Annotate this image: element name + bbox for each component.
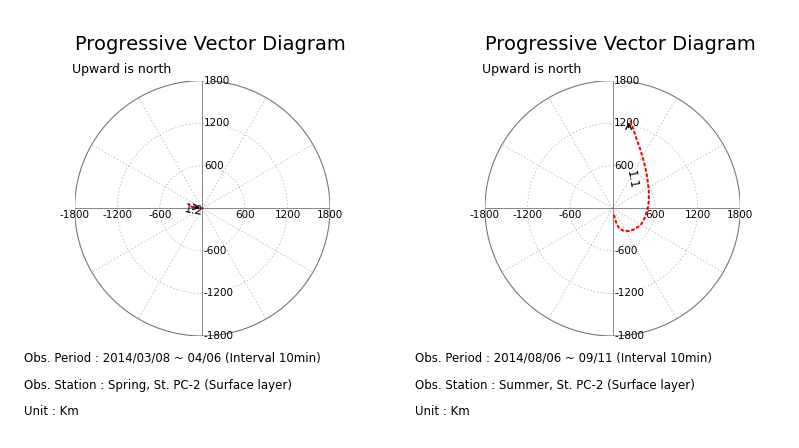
Text: -600: -600 — [204, 246, 227, 256]
Text: 600: 600 — [614, 161, 634, 171]
Text: Obs. Station : Summer, St. PC-2 (Surface layer): Obs. Station : Summer, St. PC-2 (Surface… — [415, 379, 695, 392]
Text: -1200: -1200 — [614, 289, 644, 298]
Text: -600: -600 — [148, 211, 172, 220]
Text: 1800: 1800 — [614, 76, 640, 86]
Text: Obs. Period : 2014/08/06 ~ 09/11 (Interval 10min): Obs. Period : 2014/08/06 ~ 09/11 (Interv… — [415, 352, 713, 365]
Text: 600: 600 — [204, 161, 224, 171]
Text: 600: 600 — [235, 211, 255, 220]
Text: -1200: -1200 — [512, 211, 543, 220]
Text: -1800: -1800 — [470, 211, 500, 220]
Text: 1200: 1200 — [614, 118, 640, 128]
Text: Progressive Vector Diagram: Progressive Vector Diagram — [74, 35, 345, 54]
Text: Obs. Period : 2014/03/08 ~ 04/06 (Interval 10min): Obs. Period : 2014/03/08 ~ 04/06 (Interv… — [24, 352, 320, 365]
Text: -600: -600 — [559, 211, 582, 220]
Text: -1800: -1800 — [60, 211, 89, 220]
Text: Unit : Km: Unit : Km — [415, 405, 471, 418]
Text: Progressive Vector Diagram: Progressive Vector Diagram — [485, 35, 756, 54]
Text: -1800: -1800 — [614, 331, 644, 341]
Text: -600: -600 — [614, 246, 638, 256]
Text: Upward is north: Upward is north — [483, 63, 582, 76]
Text: -1200: -1200 — [102, 211, 132, 220]
Text: 1800: 1800 — [317, 211, 343, 220]
Text: Upward is north: Upward is north — [72, 63, 171, 76]
Text: 1200: 1200 — [274, 211, 300, 220]
Text: 600: 600 — [646, 211, 665, 220]
Text: Unit : Km: Unit : Km — [24, 405, 79, 418]
Text: -1200: -1200 — [204, 289, 234, 298]
Text: -1800: -1800 — [204, 331, 234, 341]
Text: 1200: 1200 — [204, 118, 230, 128]
Text: 1.2: 1.2 — [183, 202, 204, 218]
Text: 1800: 1800 — [204, 76, 230, 86]
Text: Obs. Station : Spring, St. PC-2 (Surface layer): Obs. Station : Spring, St. PC-2 (Surface… — [24, 379, 292, 392]
Text: 1.1: 1.1 — [624, 170, 640, 190]
Text: 1200: 1200 — [685, 211, 711, 220]
Text: 1800: 1800 — [727, 211, 753, 220]
